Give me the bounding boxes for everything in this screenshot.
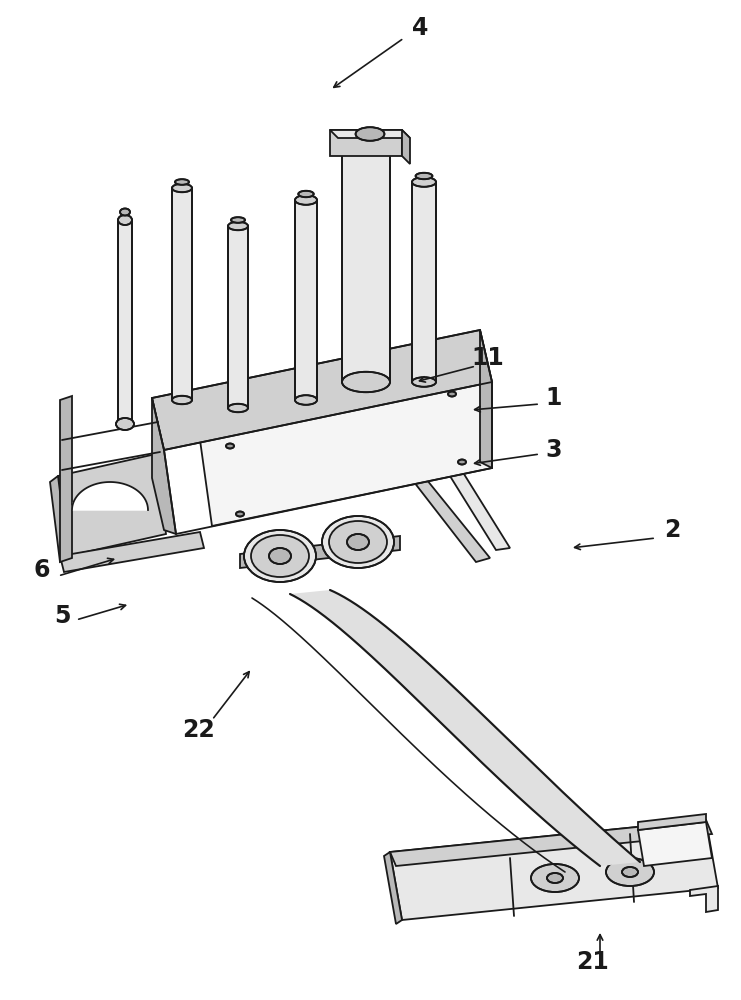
Polygon shape — [60, 532, 204, 572]
Polygon shape — [228, 226, 232, 408]
Polygon shape — [172, 188, 192, 400]
Ellipse shape — [228, 222, 248, 230]
Ellipse shape — [269, 548, 291, 564]
Ellipse shape — [299, 191, 313, 197]
Polygon shape — [72, 482, 148, 510]
Polygon shape — [638, 822, 712, 866]
Ellipse shape — [342, 372, 390, 392]
Polygon shape — [152, 330, 492, 450]
Ellipse shape — [622, 867, 638, 877]
Ellipse shape — [231, 217, 245, 223]
Ellipse shape — [120, 209, 130, 216]
Polygon shape — [402, 130, 410, 164]
Ellipse shape — [175, 179, 189, 185]
Polygon shape — [638, 814, 706, 830]
Polygon shape — [240, 536, 400, 568]
Text: 4: 4 — [412, 16, 428, 40]
Text: 1: 1 — [546, 386, 562, 410]
Ellipse shape — [356, 127, 385, 141]
Polygon shape — [295, 200, 317, 400]
Polygon shape — [412, 182, 416, 382]
Ellipse shape — [547, 873, 563, 883]
Polygon shape — [200, 382, 492, 526]
Ellipse shape — [244, 530, 316, 582]
Polygon shape — [60, 396, 72, 562]
Text: 6: 6 — [34, 558, 50, 582]
Ellipse shape — [116, 418, 134, 430]
Polygon shape — [152, 398, 176, 534]
Ellipse shape — [295, 195, 317, 205]
Polygon shape — [118, 220, 132, 424]
Polygon shape — [295, 200, 299, 400]
Polygon shape — [384, 852, 402, 924]
Polygon shape — [440, 458, 510, 550]
Polygon shape — [390, 820, 718, 920]
Ellipse shape — [347, 534, 369, 550]
Ellipse shape — [458, 460, 466, 464]
Polygon shape — [290, 590, 640, 866]
Ellipse shape — [251, 535, 309, 577]
Ellipse shape — [412, 177, 436, 187]
Ellipse shape — [236, 512, 244, 516]
Ellipse shape — [448, 391, 456, 396]
Polygon shape — [58, 454, 166, 556]
Polygon shape — [412, 182, 436, 382]
Polygon shape — [228, 226, 248, 408]
Polygon shape — [400, 464, 490, 562]
Ellipse shape — [412, 377, 436, 387]
Ellipse shape — [295, 395, 317, 405]
Ellipse shape — [118, 215, 132, 225]
Ellipse shape — [322, 516, 394, 568]
Ellipse shape — [226, 444, 234, 448]
Polygon shape — [690, 886, 718, 912]
Polygon shape — [50, 476, 68, 562]
Text: 3: 3 — [546, 438, 562, 462]
Polygon shape — [330, 130, 402, 156]
Polygon shape — [342, 140, 346, 382]
Text: 21: 21 — [576, 950, 608, 974]
Text: 5: 5 — [54, 604, 70, 628]
Polygon shape — [480, 330, 492, 468]
Ellipse shape — [606, 858, 654, 886]
Polygon shape — [342, 140, 390, 382]
Ellipse shape — [172, 396, 192, 404]
Polygon shape — [172, 188, 176, 400]
Text: 11: 11 — [471, 346, 505, 370]
Text: 2: 2 — [664, 518, 680, 542]
Ellipse shape — [172, 184, 192, 192]
Ellipse shape — [531, 864, 579, 892]
Ellipse shape — [329, 521, 387, 563]
Polygon shape — [390, 820, 712, 866]
Text: 22: 22 — [182, 718, 214, 742]
Polygon shape — [330, 130, 410, 138]
Ellipse shape — [228, 404, 248, 412]
Ellipse shape — [416, 173, 433, 179]
